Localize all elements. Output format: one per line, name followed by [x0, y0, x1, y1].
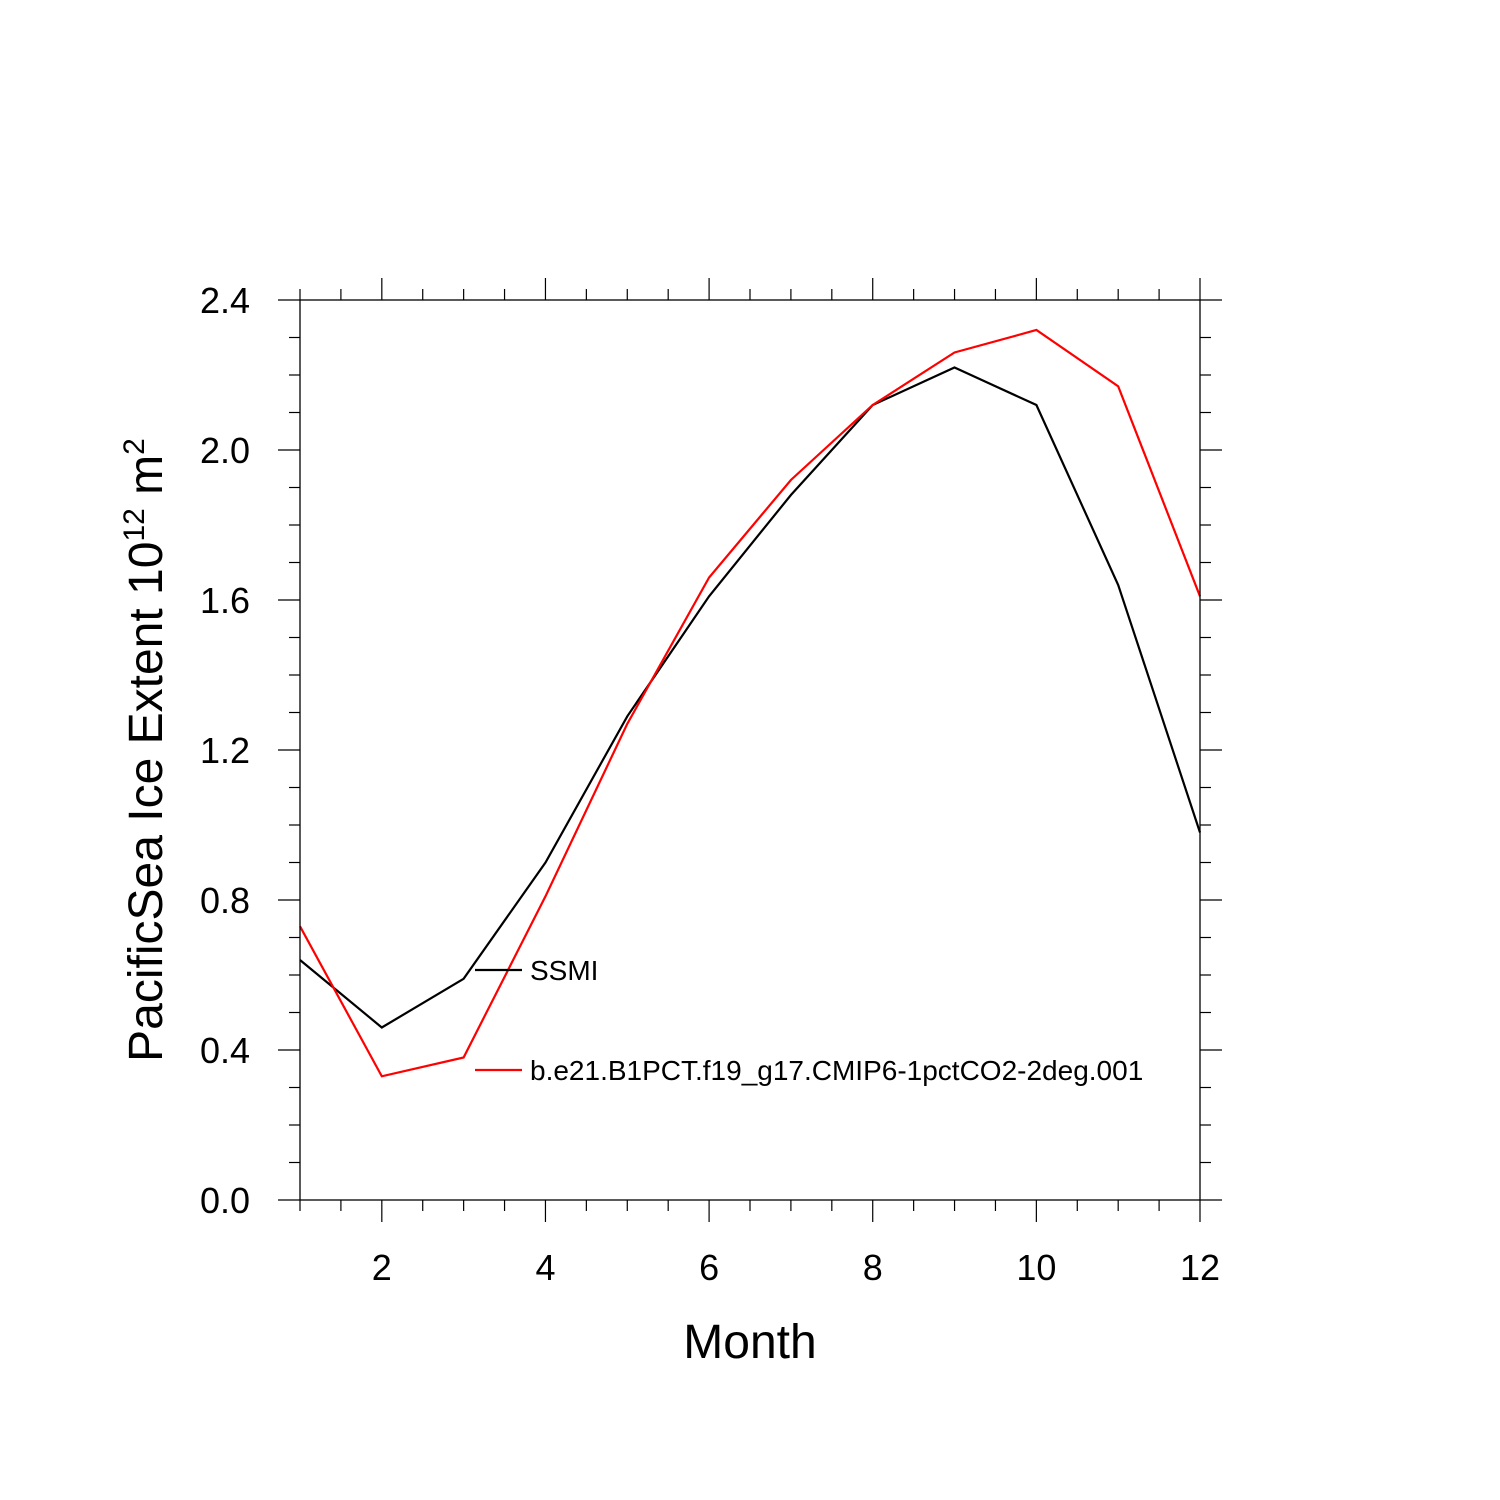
y-axis-title-unit: m: [120, 455, 173, 508]
x-tick-label: 2: [372, 1247, 392, 1288]
y-axis-title: PacificSea Ice Extent 1012 m2: [118, 438, 173, 1062]
y-axis-title-main: PacificSea Ice Extent 10: [120, 542, 173, 1062]
y-tick-label: 2.0: [200, 430, 250, 471]
legend-label: SSMI: [530, 955, 598, 986]
y-tick-label: 1.6: [200, 580, 250, 621]
x-tick-label: 4: [535, 1247, 555, 1288]
series-line-0: [299, 366, 1202, 1029]
axis-ticks: [278, 278, 1222, 1222]
y-tick-label: 0.8: [200, 880, 250, 921]
y-tick-label: 0.0: [200, 1180, 250, 1221]
legend: SSMI b.e21.B1PCT.f19_g17.CMIP6-1pctCO2-2d…: [475, 955, 1143, 1086]
x-tick-label: 12: [1180, 1247, 1220, 1288]
tick-labels: 2 4 6 8 10 12 0.0 0.4 0.8 1.2 1.6 2.0 2.4: [200, 280, 1220, 1288]
legend-label: b.e21.B1PCT.f19_g17.CMIP6-1pctCO2-2deg.0…: [530, 1055, 1143, 1086]
y-tick-label: 1.2: [200, 730, 250, 771]
y-axis-title-exp2: 2: [118, 438, 151, 455]
plot-frame: [299, 299, 1201, 1201]
x-tick-label: 10: [1016, 1247, 1056, 1288]
y-tick-label: 0.4: [200, 1030, 250, 1071]
y-axis-title-exp1: 12: [118, 508, 151, 541]
x-tick-label: 8: [863, 1247, 883, 1288]
series-layer: [299, 328, 1202, 1078]
y-tick-label: 2.4: [200, 280, 250, 321]
series-line-1: [299, 328, 1202, 1078]
x-tick-label: 6: [699, 1247, 719, 1288]
x-axis-title: Month: [683, 1316, 816, 1369]
